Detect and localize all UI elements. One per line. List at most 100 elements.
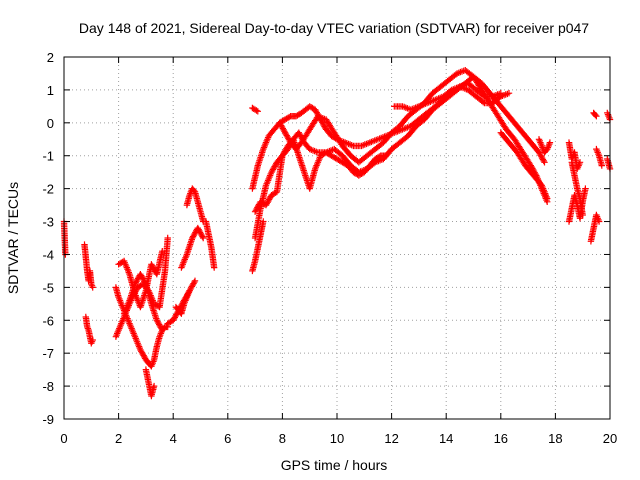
- data-point: [280, 151, 287, 158]
- data-marks: [60, 67, 614, 400]
- data-point: [280, 126, 287, 134]
- data-point: [89, 336, 96, 344]
- x-tick-label: 12: [384, 431, 398, 446]
- data-point: [544, 195, 551, 202]
- data-point: [540, 157, 547, 165]
- data-point: [260, 218, 267, 225]
- data-point: [140, 352, 147, 359]
- data-point: [268, 169, 275, 176]
- x-tick-label: 16: [494, 431, 508, 446]
- data-point: [158, 325, 165, 332]
- data-point: [264, 199, 271, 206]
- series-t27: [593, 145, 605, 169]
- data-point: [200, 234, 207, 242]
- x-tick-label: 14: [439, 431, 453, 446]
- x-tick-label: 10: [330, 431, 344, 446]
- chart-title: Day 148 of 2021, Sidereal Day-to-day VTE…: [79, 20, 589, 36]
- series-t0: [60, 218, 69, 258]
- x-tick-label: 18: [548, 431, 562, 446]
- x-tick-label: 0: [60, 431, 67, 446]
- series-t29: [604, 155, 614, 173]
- series-t13: [249, 104, 261, 115]
- y-tick-label: -8: [42, 379, 54, 394]
- grid: [64, 57, 610, 419]
- series-t19: [391, 83, 513, 113]
- data-point: [276, 119, 283, 126]
- x-tick-label: 20: [603, 431, 617, 446]
- data-point: [582, 185, 589, 192]
- data-point: [190, 280, 197, 287]
- x-tick-label: 6: [224, 431, 231, 446]
- data-point: [211, 264, 218, 271]
- data-point: [505, 90, 513, 97]
- data-point: [164, 234, 171, 242]
- data-point: [479, 98, 487, 106]
- series-t18: [249, 218, 267, 275]
- data-point: [187, 286, 194, 293]
- series-t2: [82, 313, 96, 347]
- data-point: [579, 211, 586, 219]
- data-point: [150, 382, 158, 390]
- data-point: [190, 232, 198, 239]
- data-point: [171, 314, 178, 321]
- data-point: [186, 287, 193, 294]
- series-t9: [172, 287, 193, 317]
- data-point: [170, 315, 178, 323]
- series-t6: [120, 271, 166, 334]
- data-point: [296, 130, 303, 138]
- data-point: [382, 152, 390, 159]
- data-point: [598, 162, 605, 169]
- data-point: [88, 340, 95, 347]
- data-point: [312, 106, 319, 113]
- data-point: [286, 113, 293, 121]
- data-point: [253, 205, 260, 213]
- y-tick-label: -7: [42, 346, 54, 361]
- series-t25: [587, 211, 603, 245]
- data-point: [265, 197, 272, 205]
- series-t23: [568, 159, 586, 219]
- data-point: [195, 226, 202, 233]
- data-point: [141, 279, 149, 286]
- data-point: [253, 107, 260, 114]
- data-point: [140, 276, 147, 283]
- y-axis-label: SDTVAR / TECUs: [5, 182, 21, 294]
- data-point: [281, 128, 288, 135]
- data-point: [156, 321, 163, 328]
- y-tick-label: 2: [47, 50, 54, 65]
- data-point: [541, 159, 548, 166]
- y-tick-label: -2: [42, 182, 54, 197]
- x-tick-label: 2: [115, 431, 122, 446]
- series-t20: [497, 129, 551, 202]
- y-tick-label: 1: [47, 83, 54, 98]
- data-point: [139, 350, 146, 358]
- series-t7: [142, 366, 158, 400]
- data-point: [191, 279, 198, 286]
- data-point: [537, 152, 544, 159]
- x-axis-label: GPS time / hours: [281, 457, 388, 473]
- data-point: [319, 120, 327, 127]
- data-point: [576, 159, 584, 166]
- series-t17: [251, 136, 390, 215]
- series-t1: [81, 241, 96, 291]
- data-point: [593, 113, 600, 120]
- data-point: [190, 187, 198, 194]
- data-point: [191, 277, 199, 284]
- data-point: [595, 218, 603, 225]
- data-point: [538, 153, 545, 160]
- data-point: [295, 129, 302, 136]
- y-tick-label: -5: [42, 280, 54, 295]
- data-point: [155, 319, 162, 327]
- data-point: [280, 149, 288, 157]
- data-point: [284, 133, 291, 141]
- data-point: [131, 280, 139, 288]
- series-t16: [276, 67, 551, 205]
- series-t24: [565, 139, 584, 173]
- data-point: [199, 233, 206, 240]
- y-tick-label: -6: [42, 313, 54, 328]
- data-point: [252, 207, 260, 214]
- data-point: [272, 161, 279, 169]
- y-tick-label: -3: [42, 215, 54, 230]
- data-point: [89, 284, 96, 291]
